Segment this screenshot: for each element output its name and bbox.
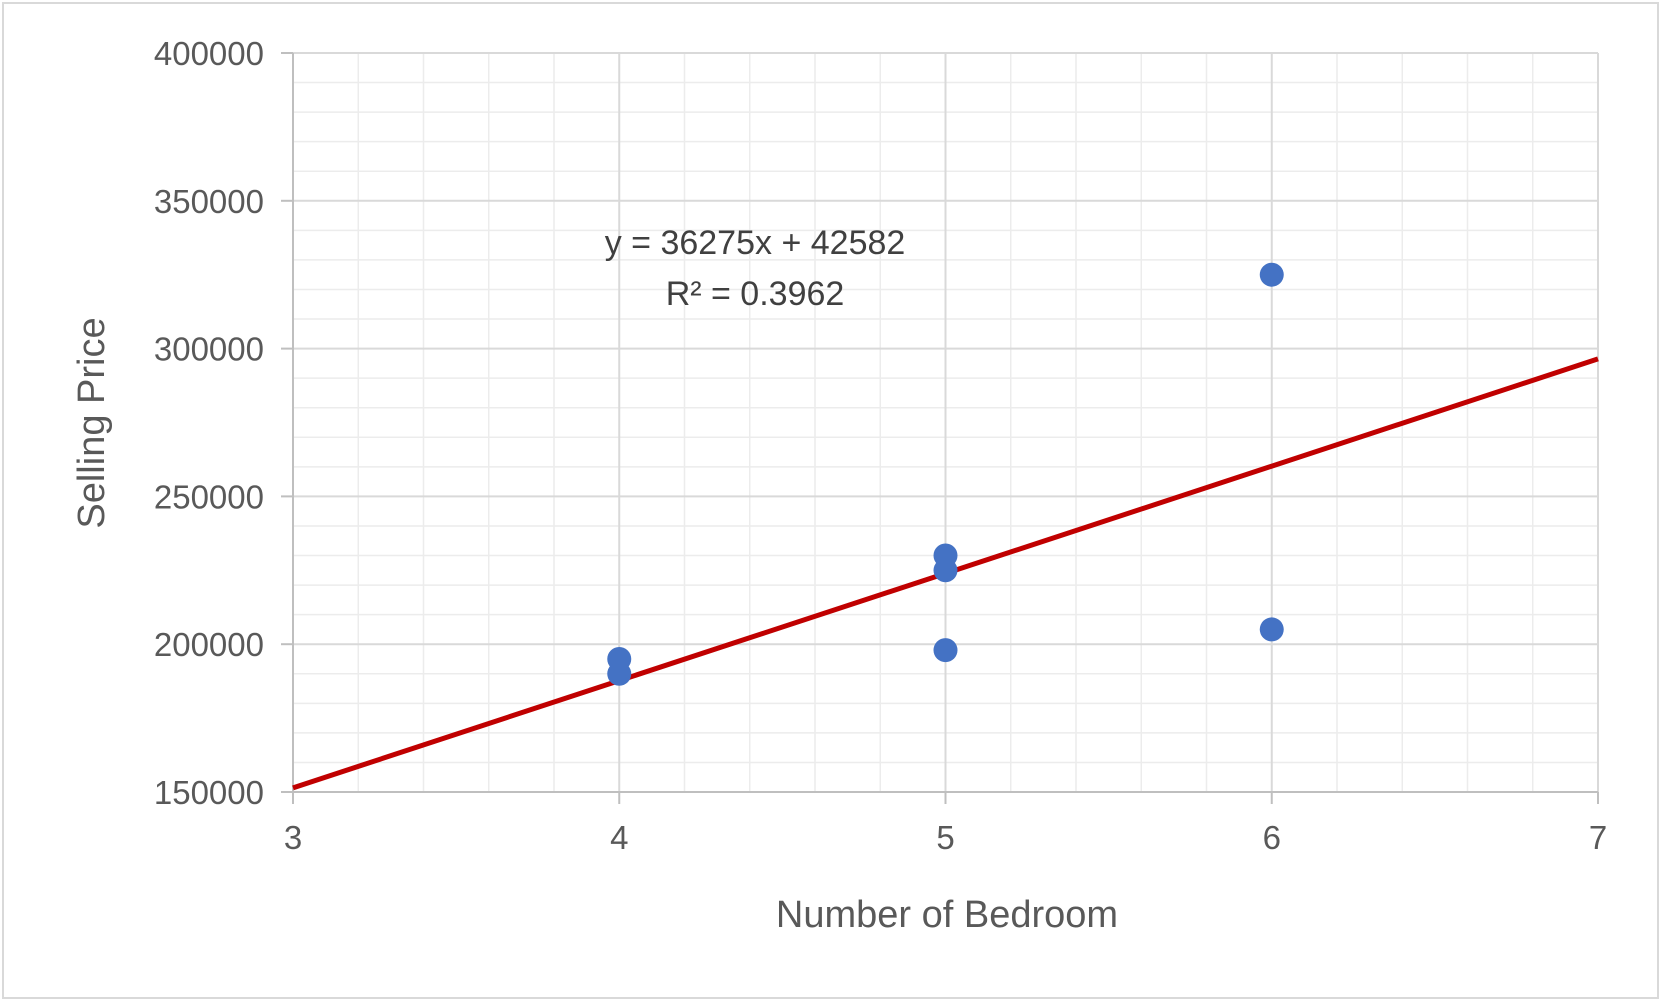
x-tick-labels: 3 4 5 6 7: [284, 819, 1607, 856]
data-point: [933, 638, 958, 663]
x-tick-label: 7: [1589, 819, 1607, 856]
data-point: [1259, 262, 1284, 287]
x-tick-label: 5: [936, 819, 954, 856]
y-tick-label: 150000: [154, 774, 264, 811]
x-tick-label: 4: [610, 819, 628, 856]
data-point: [1259, 617, 1284, 642]
y-tick-label: 300000: [154, 331, 264, 368]
x-tick-label: 3: [284, 819, 302, 856]
trendline-equation: y = 36275x + 42582: [605, 224, 906, 262]
x-axis-title: Number of Bedroom: [776, 894, 1118, 936]
axes: [281, 52, 1599, 804]
data-point: [607, 661, 632, 686]
y-tick-label: 200000: [154, 626, 264, 663]
y-tick-label: 250000: [154, 478, 264, 515]
y-axis-title: Selling Price: [71, 317, 113, 528]
data-point: [933, 558, 958, 583]
y-tick-labels: 150000 200000 250000 300000 350000 400000: [154, 35, 264, 811]
y-tick-label: 350000: [154, 183, 264, 220]
data-points: [607, 262, 1284, 686]
x-tick-label: 6: [1263, 819, 1281, 856]
y-tick-label: 400000: [154, 35, 264, 72]
trendline-r-squared: R² = 0.3962: [666, 275, 845, 313]
